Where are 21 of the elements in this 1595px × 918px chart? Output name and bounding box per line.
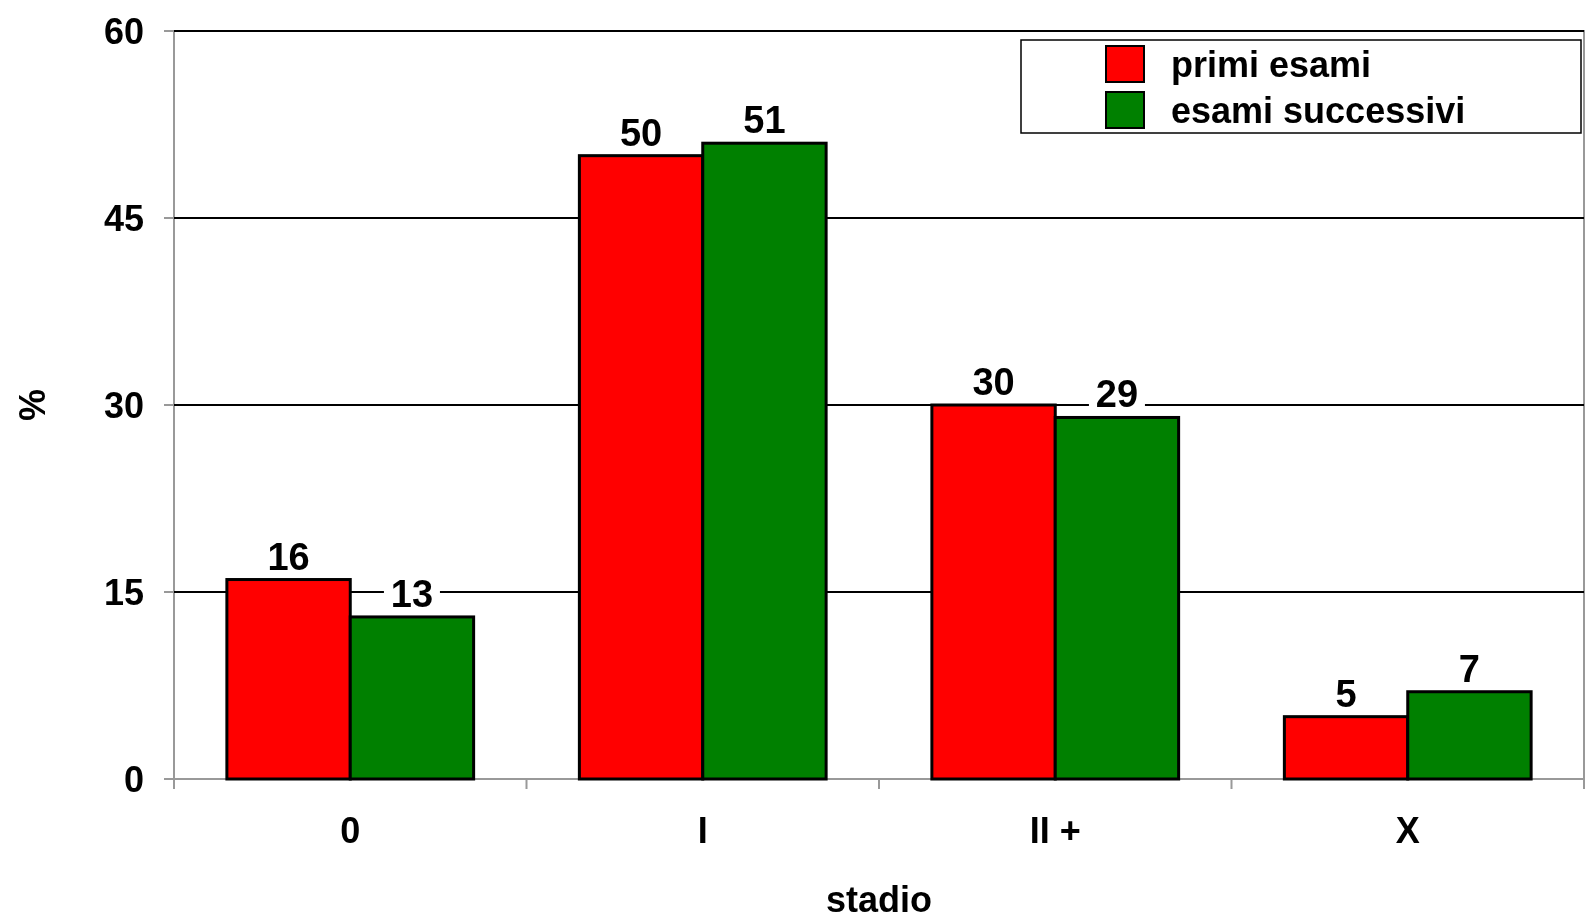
y-tick-label: 30 (103, 384, 144, 426)
y-tick-label: 60 (103, 10, 144, 52)
data-label: 50 (619, 111, 663, 154)
y-tick-label: 15 (103, 571, 144, 613)
y-tick-label: 45 (103, 197, 144, 239)
data-label: 29 (1095, 373, 1139, 416)
x-tick-label: I (697, 810, 708, 851)
y-tick-label: 0 (123, 758, 144, 800)
data-label: 5 (1335, 672, 1357, 715)
x-tick-label: 0 (340, 810, 361, 851)
x-axis-title: stadio (825, 879, 933, 918)
legend-label: primi esami (1171, 43, 1372, 85)
data-label: 13 (390, 572, 434, 615)
x-tick-label: X (1395, 810, 1420, 851)
x-tick-label: II + (1029, 810, 1081, 851)
legend-label: esami successivi (1171, 89, 1466, 131)
data-label: 30 (972, 361, 1015, 403)
data-label: 51 (743, 99, 786, 142)
y-axis-title: % (12, 388, 53, 422)
data-label: 16 (267, 535, 310, 578)
data-label: 7 (1458, 647, 1481, 690)
